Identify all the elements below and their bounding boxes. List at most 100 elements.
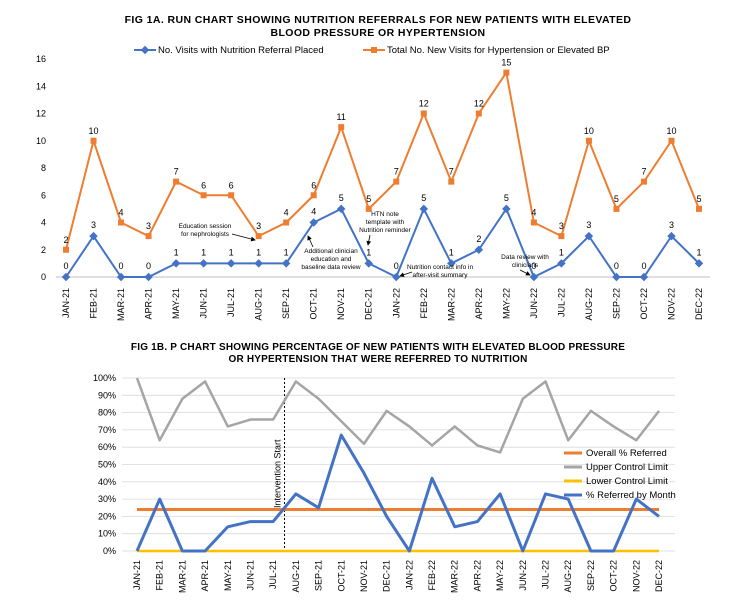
annotation-arrow — [307, 235, 314, 248]
fig1a-referrals-data-label: 1 — [284, 247, 289, 257]
fig1a-referrals-data-label: 1 — [559, 247, 564, 257]
fig1a-total-visits-data-label: 6 — [311, 180, 316, 190]
annotation-text: education and — [311, 256, 352, 263]
fig1a-referrals-data-label: 0 — [641, 261, 646, 271]
legend-label-total: Total No. New Visits for Hypertension or… — [387, 45, 610, 56]
fig1a-title-line2: BLOOD PRESSURE OR HYPERTENSION — [270, 27, 485, 39]
fig1a-x-tick-label: JAN-22 — [391, 288, 401, 318]
annotation-nutrition-contact-info: Nutrition contact info in after-visit su… — [399, 264, 474, 279]
fig1a-total-visits-marker — [668, 137, 675, 144]
fig1a-total-visits-data-label: 12 — [474, 99, 484, 109]
fig1b-x-tick-label: NOV-21 — [359, 560, 369, 592]
fig1a-referrals-marker — [474, 245, 484, 254]
fig1a-total-visits-marker — [365, 205, 372, 212]
fig1b-x-tick-label: SEP-21 — [314, 560, 324, 591]
fig1a-x-tick-label: MAY-21 — [171, 288, 181, 319]
legend-marker-referral — [140, 45, 150, 55]
fig1a-y-tick-label: 4 — [41, 218, 46, 228]
fig1b-series — [135, 377, 660, 553]
fig1a-referrals-data-label: 5 — [421, 193, 426, 203]
fig1a-total-visits-data-label: 7 — [174, 167, 179, 177]
fig1a-y-tick-label: 14 — [36, 81, 46, 91]
annotation-arrow — [399, 271, 413, 278]
annotation-text: for nephrologists — [181, 231, 230, 238]
fig1b-x-tick-label: APR-21 — [200, 560, 210, 592]
annotation-text: baseline data review — [301, 264, 361, 271]
fig1a-referrals-marker — [309, 218, 318, 227]
annotation-data-review: Data review with clinicians — [501, 254, 549, 276]
fig1a-total-visits-marker — [338, 124, 345, 131]
fig1b-x-tick-label: MAY-22 — [495, 560, 505, 591]
fig1b-chart: FIG 1B. P CHART SHOWING PERCENTAGE OF NE… — [93, 342, 676, 593]
fig1a-x-tick-label: JAN-21 — [61, 288, 71, 318]
fig1b-x-tick-label: AUG-21 — [291, 560, 301, 593]
fig1b-y-tick-label: 30% — [98, 494, 116, 504]
fig1a-total-visits-data-label: 3 — [146, 221, 151, 231]
fig1a-total-visits-marker — [228, 192, 235, 199]
fig1b-x-tick-label: APR-22 — [472, 560, 482, 592]
fig1a-y-tick-label: 12 — [36, 109, 46, 119]
fig1a-total-visits-data-label: 3 — [256, 221, 261, 231]
fig1a-total-visits-data-label: 5 — [614, 194, 619, 204]
fig1a-x-tick-label: APR-22 — [474, 288, 484, 320]
fig1a-referrals-marker — [529, 272, 539, 282]
annotation-text: Nutrition reminder — [359, 227, 411, 234]
fig1a-x-tick-label: FEB-21 — [89, 288, 99, 319]
fig1a-total-visits-data-label: 10 — [584, 126, 594, 136]
annotation-text: Additional clinician — [304, 248, 358, 255]
fig1a-referrals-data-label: 1 — [174, 247, 179, 257]
fig1a-total-visits-data-label: 10 — [89, 126, 99, 136]
fig1a-referrals-data-label: 1 — [449, 247, 454, 257]
fig1b-legend: Overall % Referred Upper Control Limit L… — [564, 448, 676, 501]
fig1a-total-visits-marker — [503, 69, 510, 76]
fig1a-total-visits-marker — [475, 110, 482, 117]
fig1a-x-tick-label: SEP-21 — [281, 288, 291, 319]
fig1b-x-tick-label: AUG-22 — [563, 560, 573, 593]
fig1a-referrals-marker — [171, 259, 181, 268]
annotation-text: clinicians — [512, 262, 539, 269]
fig1a-total-visits-data-label: 4 — [531, 208, 536, 218]
fig1a-total-visits-marker — [145, 233, 152, 240]
fig1a-x-tick-label: JUL-21 — [226, 288, 236, 317]
annotation-arrow — [519, 269, 531, 276]
fig1a-referrals-marker — [557, 259, 566, 268]
annotation-text: Data review with — [501, 254, 549, 261]
fig1a-total-visits-data-label: 10 — [666, 126, 676, 136]
fig1a-title-line1: FIG 1A. RUN CHART SHOWING NUTRITION REFE… — [125, 14, 632, 26]
annotation-htn-note-template: HTN note template with Nutrition reminde… — [359, 211, 412, 246]
fig1a-total-visits-data-label: 7 — [641, 167, 646, 177]
fig1a-referrals-marker — [254, 259, 263, 268]
fig1b-x-tick-label: OCT-22 — [609, 560, 619, 592]
fig1a-referrals-marker — [226, 259, 236, 268]
annotation-text: Nutrition contact info in — [407, 264, 474, 271]
fig1a-total-visits-marker — [585, 137, 592, 144]
fig1a-total-visits-marker — [448, 178, 455, 185]
fig1a-y-tick-label: 0 — [41, 272, 46, 282]
fig1b-x-tick-label: JUN-22 — [518, 560, 528, 591]
annotation-text: after-visit summary — [413, 272, 469, 279]
fig1a-referrals-data-label: 4 — [311, 207, 316, 217]
fig1a-total-visits-marker — [63, 246, 69, 253]
fig1a-referrals-data-label: 2 — [476, 234, 481, 244]
fig1b-x-tick-label: DEC-22 — [654, 560, 664, 592]
fig1a-total-visits-marker — [558, 233, 565, 240]
fig1a-series — [61, 69, 704, 282]
fig1a-referrals-marker — [419, 204, 429, 214]
fig1a-referrals-data-label: 0 — [531, 261, 536, 271]
annotation-arrow — [231, 233, 256, 242]
fig1b-y-tick-label: 0% — [103, 546, 116, 556]
fig1a-annotations: Education session for nephrologists Addi… — [179, 211, 550, 279]
fig1b-x-tick-label: MAR-21 — [177, 560, 187, 593]
fig1a-referrals-data-label: 5 — [339, 193, 344, 203]
fig1a-x-tick-label: OCT-22 — [639, 288, 649, 320]
legend-label-monthly: % Referred by Month — [586, 490, 676, 501]
fig1a-total-visits-marker — [310, 192, 317, 199]
fig1b-x-tick-label: OCT-21 — [336, 560, 346, 592]
fig1a-referrals-marker — [694, 259, 704, 268]
fig1a-x-tick-label: FEB-22 — [419, 288, 429, 319]
fig1a-total-visits-data-label: 5 — [696, 194, 701, 204]
fig1b-x-tick-label: DEC-21 — [382, 560, 392, 592]
annotation-education-nephrologists: Education session for nephrologists — [179, 223, 256, 242]
fig1b-y-tick-label: 40% — [98, 477, 116, 487]
